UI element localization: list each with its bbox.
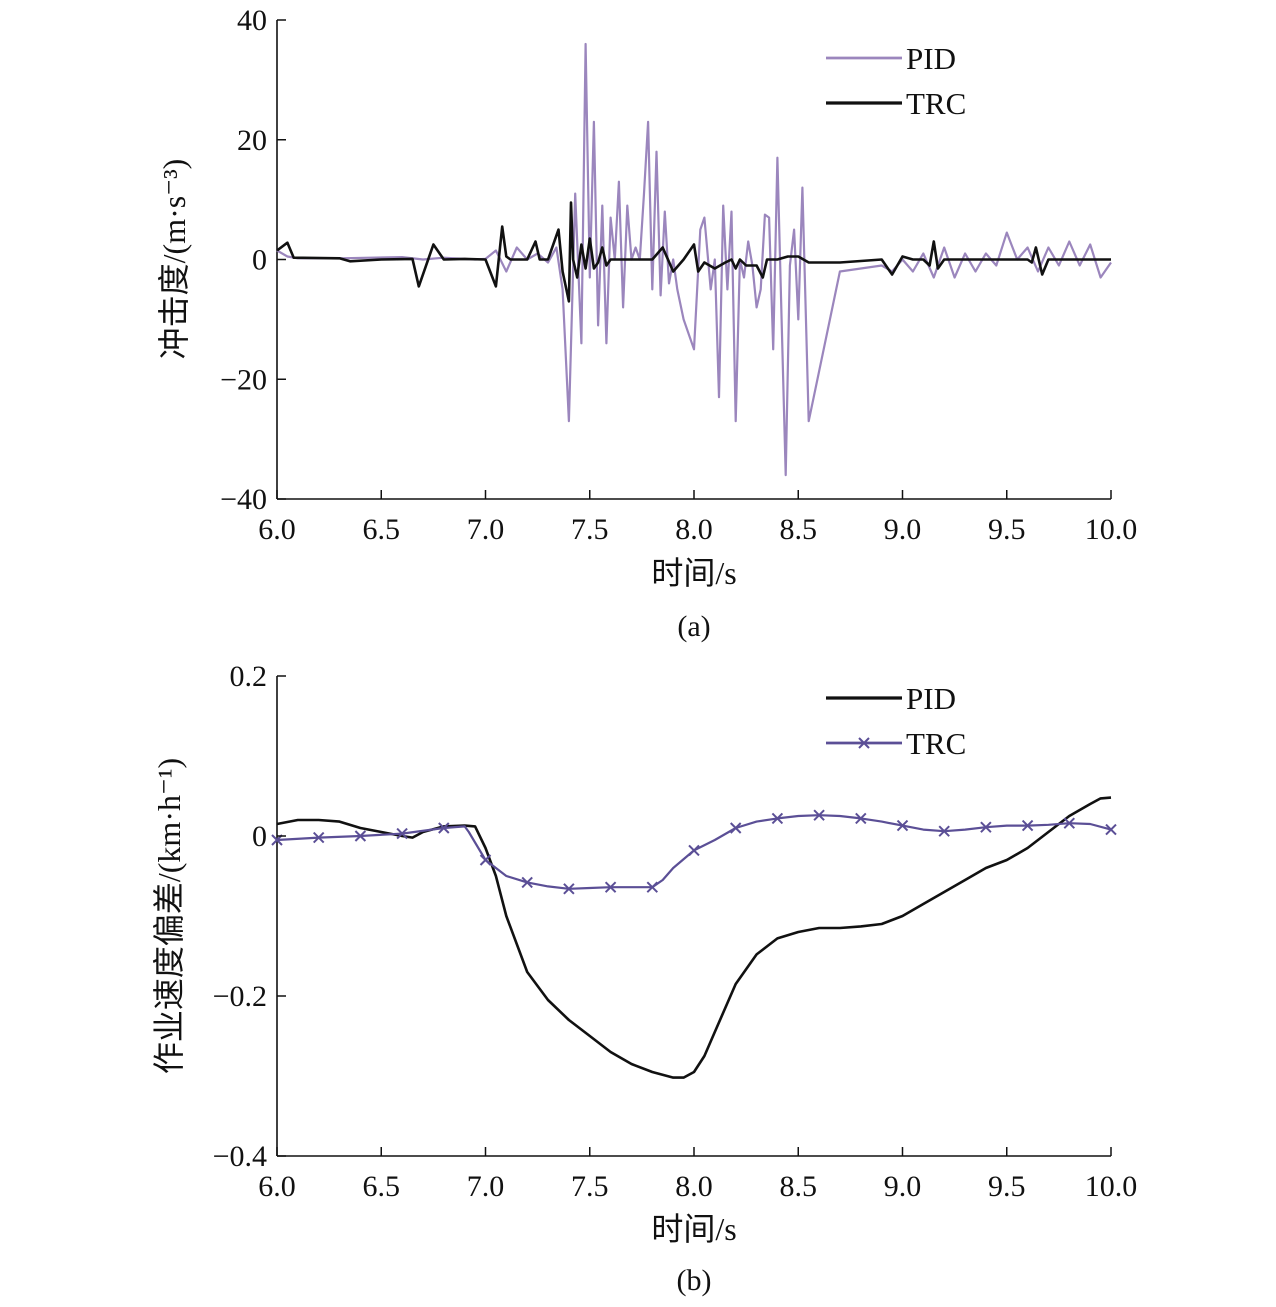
series-marker-trc [438, 822, 450, 834]
y-tick-label: 0 [252, 820, 267, 853]
x-tick-label: 7.5 [571, 513, 609, 546]
series-line-trc [276, 814, 1112, 890]
series-marker-trc [1105, 823, 1117, 836]
series-layer-a [276, 42, 1112, 477]
legend-entry-pid: PID [826, 41, 956, 76]
panel-label-a: (a) [677, 610, 710, 643]
series-layer-b [271, 796, 1117, 1079]
x-tick-label: 9.5 [988, 1170, 1026, 1203]
legend-label: TRC [906, 86, 966, 121]
legend-label: PID [906, 681, 956, 716]
series-marker-trc [604, 881, 617, 893]
y-tick-label: 20 [237, 124, 267, 157]
chart-panel-b: 6.0 6.5 7.0 7.5 8.0 8.5 9.0 9.5 10.0 0.2 0 −0.2 −0.4… [151, 660, 1137, 1297]
series-marker-trc [896, 819, 909, 832]
y-tick-label: 0.2 [230, 660, 268, 693]
series-marker-trc [771, 812, 784, 825]
x-tick-label: 6.0 [258, 1170, 296, 1203]
y-tick-label: −0.2 [213, 980, 267, 1013]
legend-entry-trc: TRC [826, 726, 966, 761]
x-tick-label: 6.0 [258, 513, 296, 546]
y-tick-label: −40 [220, 483, 267, 516]
x-tick-label: 6.5 [363, 513, 401, 546]
series-marker-trc [646, 881, 659, 893]
y-axis-label-b: 作业速度偏差/(km·h⁻¹) [151, 758, 187, 1074]
y-tick-label: −0.4 [213, 1140, 267, 1173]
x-tick-label: 7.0 [467, 1170, 505, 1203]
y-axis-label-a: 冲击度/(m·s⁻³) [156, 159, 192, 360]
x-axis-label-a: 时间/s [651, 555, 736, 591]
legend-label: TRC [906, 726, 966, 761]
panel-label-b: (b) [677, 1264, 712, 1297]
x-tick-label: 8.5 [780, 1170, 818, 1203]
x-tick-label: 8.0 [675, 513, 713, 546]
x-tick-label: 9.5 [988, 513, 1026, 546]
series-marker-trc [688, 844, 700, 857]
axes-layer-b: 6.0 6.5 7.0 7.5 8.0 8.5 9.0 9.5 10.0 0.2 0 −0.2 −0.4 [213, 660, 1138, 1203]
legend-label: PID [906, 41, 956, 76]
legend-a: PID TRC [826, 41, 966, 121]
series-line-pid [276, 796, 1112, 1079]
series-marker-trc [980, 821, 992, 833]
series-marker-trc [1021, 819, 1034, 832]
series-marker-trc [396, 827, 408, 840]
x-tick-label: 10.0 [1085, 513, 1138, 546]
x-tick-label: 9.0 [884, 1170, 922, 1203]
x-tick-label: 7.5 [571, 1170, 609, 1203]
chart-panel-a: 6.0 6.5 7.0 7.5 8.0 8.5 9.0 9.5 10.040200−20−40 … [156, 4, 1137, 643]
series-marker-trc [354, 830, 367, 842]
y-tick-label: −20 [220, 363, 267, 396]
series-marker-trc [1063, 817, 1076, 829]
series-marker-trc [813, 809, 825, 821]
series-marker-trc [479, 854, 492, 866]
series-marker-trc [855, 812, 867, 825]
series-marker-trc [563, 883, 575, 895]
y-tick-label: 0 [252, 244, 267, 277]
x-tick-label: 8.5 [780, 513, 818, 546]
legend-entry-pid: PID [826, 681, 956, 716]
y-tick-label: 40 [237, 4, 267, 37]
x-tick-label: 10.0 [1085, 1170, 1138, 1203]
axes-layer-a: 6.0 6.5 7.0 7.5 8.0 8.5 9.0 9.5 10.0 40 20 0 −20 −40 [220, 4, 1137, 546]
x-tick-label: 7.0 [467, 513, 505, 546]
series-marker-trc [938, 825, 950, 837]
series-marker-trc [729, 822, 742, 834]
x-axis-label-b: 时间/s [651, 1211, 736, 1247]
series-line-trc [276, 201, 1111, 303]
x-tick-label: 9.0 [884, 513, 922, 546]
x-tick-label: 8.0 [675, 1170, 713, 1203]
series-marker-trc [312, 831, 325, 844]
series-line-pid [276, 42, 1112, 477]
x-tick-label: 6.5 [363, 1170, 401, 1203]
legend-b: PID TRC [826, 681, 966, 761]
series-marker-trc [521, 876, 533, 889]
legend-entry-trc: TRC [826, 86, 966, 121]
plot-frame-b [276, 676, 1111, 1157]
